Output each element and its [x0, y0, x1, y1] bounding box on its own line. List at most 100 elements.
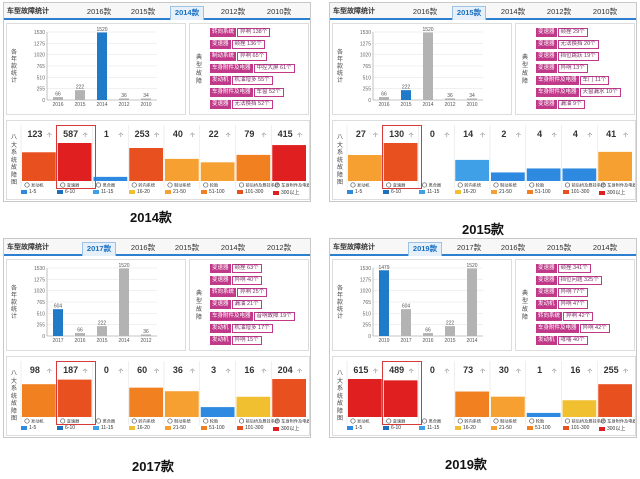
year-bar-2012[interactable] [141, 334, 151, 336]
year-bar-2010[interactable] [141, 98, 151, 100]
typical-fault-item[interactable]: 制动系统 异响 65个 [210, 52, 268, 61]
typical-fault-item[interactable]: 车身附件及电器 音响故障 19个 [210, 312, 295, 321]
system-bar-4[interactable] [165, 158, 199, 181]
typical-fault-item[interactable]: 变速器 挡位跳跃 19个 [536, 52, 599, 61]
tab-2014款[interactable]: 2014款 [500, 7, 526, 16]
typical-fault-item[interactable]: 发动机 异响 47个 [536, 300, 588, 309]
typical-fault-item[interactable]: 车身附件及电器 天窗漏水 10个 [536, 88, 621, 97]
system-bar-6[interactable] [562, 168, 597, 181]
typical-fault-item[interactable]: 转向系统 异响 138个 [210, 28, 271, 37]
tab-2014款[interactable]: 2014款 [170, 6, 204, 20]
tab-2014款[interactable]: 2014款 [220, 243, 246, 252]
typical-fault-item[interactable]: 车身附件及电器 异响 42个 [536, 324, 610, 333]
system-bar-2[interactable] [93, 176, 128, 181]
tab-2016款[interactable]: 2016款 [86, 7, 112, 16]
system-bar-7[interactable] [272, 379, 306, 417]
tab-2010款[interactable]: 2010款 [592, 7, 618, 16]
typical-fault-item[interactable]: 变速器 漏油 21个 [210, 300, 262, 309]
system-bar-7[interactable] [272, 145, 306, 181]
typical-fault-item[interactable]: 变速器 无法换挡 52个 [210, 100, 273, 109]
system-bar-6[interactable] [562, 400, 597, 417]
year-bar-2015[interactable] [97, 326, 107, 336]
tab-2019款[interactable]: 2019款 [408, 242, 442, 256]
system-bar-5[interactable] [200, 162, 235, 181]
typical-fault-item[interactable]: 变速器 漏油 9个 [536, 100, 585, 109]
typical-fault-item[interactable]: 发动机 哮喘 40个 [536, 336, 588, 345]
typical-fault-item[interactable]: 变速器 挡位问题 325个 [536, 276, 602, 285]
tab-2015款[interactable]: 2015款 [546, 243, 572, 252]
tab-2017款[interactable]: 2017款 [82, 242, 116, 256]
year-bar-2012[interactable] [445, 98, 455, 100]
system-bar-5[interactable] [526, 412, 561, 417]
system-count-unit: 个 [297, 133, 302, 139]
system-count: 36 [173, 365, 183, 375]
year-bar-2016[interactable] [423, 333, 433, 336]
year-bar-2015[interactable] [75, 90, 85, 100]
typical-fault-item[interactable]: 变速器 无法换挡 20个 [536, 40, 599, 49]
tab-2016款[interactable]: 2016款 [130, 243, 156, 252]
system-bar-6[interactable] [236, 154, 271, 181]
year-bar-2016[interactable] [75, 333, 85, 336]
system-bar-1[interactable] [383, 380, 418, 417]
year-bar-2014[interactable] [119, 268, 129, 336]
year-bar-2017[interactable] [53, 309, 63, 336]
system-bar-5[interactable] [200, 407, 235, 417]
system-bar-3[interactable] [455, 391, 489, 417]
year-bar-2017[interactable] [401, 309, 411, 336]
typical-fault-item[interactable]: 车身附件及电器 车门 11个 [536, 76, 610, 85]
tab-2015款[interactable]: 2015款 [130, 7, 156, 16]
tab-2017款[interactable]: 2017款 [456, 243, 482, 252]
system-bar-6[interactable] [236, 396, 271, 417]
typical-fault-item[interactable]: 变速器 顿挫 63个 [210, 264, 262, 273]
typical-fault-item[interactable]: 发动机 机油增多 55个 [210, 76, 273, 85]
system-icon [274, 182, 280, 188]
system-bar-7[interactable] [598, 151, 632, 181]
year-bar-2014[interactable] [97, 32, 107, 100]
tab-2015款[interactable]: 2015款 [174, 243, 200, 252]
year-bar-2016[interactable] [53, 97, 63, 100]
typical-fault-item[interactable]: 变速器 异响 77个 [536, 288, 588, 297]
system-bar-4[interactable] [491, 396, 525, 417]
system-bar-0[interactable] [348, 155, 382, 181]
tab-2015款[interactable]: 2015款 [452, 6, 486, 20]
typical-fault-item[interactable]: 变速器 顿挫 136个 [210, 40, 265, 49]
system-bar-0[interactable] [348, 379, 382, 417]
system-bar-7[interactable] [598, 384, 632, 417]
typical-fault-item[interactable]: 变速器 顿挫 341个 [536, 264, 591, 273]
system-bar-1[interactable] [383, 143, 418, 181]
system-bar-3[interactable] [129, 387, 163, 417]
system-bar-4[interactable] [165, 391, 199, 417]
system-bar-5[interactable] [526, 168, 561, 181]
year-bar-2015[interactable] [401, 90, 411, 100]
typical-fault-item[interactable]: 转向系统 异响 42个 [536, 312, 594, 321]
typical-fault-item[interactable]: 变速器 顿挫 29个 [536, 28, 588, 37]
system-bar-1[interactable] [57, 143, 92, 181]
system-bar-0[interactable] [22, 152, 56, 181]
typical-fault-item[interactable]: 发动机 异响 15个 [210, 336, 262, 345]
tab-2016款[interactable]: 2016款 [412, 7, 438, 16]
system-bar-1[interactable] [57, 379, 92, 417]
tab-2012款[interactable]: 2012款 [220, 7, 246, 16]
system-bar-0[interactable] [22, 384, 56, 417]
tab-2012款[interactable]: 2012款 [546, 7, 572, 16]
system-bar-3[interactable] [455, 159, 489, 181]
tab-2014款[interactable]: 2014款 [592, 243, 618, 252]
year-bar-2014[interactable] [467, 268, 477, 336]
year-bar-2012[interactable] [119, 98, 129, 100]
tab-2012款[interactable]: 2012款 [266, 243, 292, 252]
typical-fault-item[interactable]: 变速器 异响 40个 [210, 276, 262, 285]
year-bar-2019[interactable] [379, 270, 389, 336]
tab-2010款[interactable]: 2010款 [266, 7, 292, 16]
tab-2016款[interactable]: 2016款 [500, 243, 526, 252]
year-bar-2010[interactable] [467, 98, 477, 100]
year-bar-2014[interactable] [423, 32, 433, 100]
typical-fault-item[interactable]: 车身附件及电器 车窗 52个 [210, 88, 284, 97]
typical-fault-item[interactable]: 转向系统 异响 25个 [210, 288, 268, 297]
year-bar-2016[interactable] [379, 97, 389, 100]
typical-fault-item[interactable]: 车身附件及电器 中控大屏 61个 [210, 64, 295, 73]
system-bar-3[interactable] [129, 148, 163, 181]
system-bar-4[interactable] [491, 172, 525, 181]
typical-fault-item[interactable]: 发动机 机油增多 17个 [210, 324, 273, 333]
typical-fault-item[interactable]: 变速器 异响 13个 [536, 64, 588, 73]
year-bar-2015[interactable] [445, 326, 455, 336]
